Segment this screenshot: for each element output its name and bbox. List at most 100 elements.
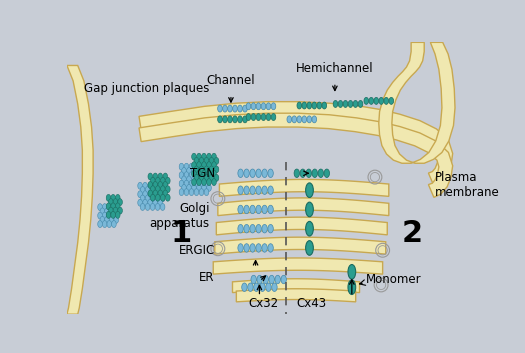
Ellipse shape xyxy=(148,191,152,198)
Ellipse shape xyxy=(199,174,204,181)
Ellipse shape xyxy=(244,244,249,252)
Ellipse shape xyxy=(155,186,160,193)
Text: ERGIC: ERGIC xyxy=(178,244,215,257)
Ellipse shape xyxy=(250,186,255,195)
Ellipse shape xyxy=(379,97,384,104)
Ellipse shape xyxy=(256,103,261,110)
Ellipse shape xyxy=(312,116,317,123)
Ellipse shape xyxy=(268,205,274,214)
Ellipse shape xyxy=(262,169,267,178)
Ellipse shape xyxy=(113,207,118,214)
Ellipse shape xyxy=(163,190,167,197)
Ellipse shape xyxy=(199,189,204,196)
Ellipse shape xyxy=(109,208,114,215)
Ellipse shape xyxy=(218,105,222,112)
Ellipse shape xyxy=(343,101,348,107)
Ellipse shape xyxy=(207,153,211,160)
Text: Cx32: Cx32 xyxy=(248,297,278,310)
Ellipse shape xyxy=(244,225,249,233)
Ellipse shape xyxy=(256,186,261,195)
Ellipse shape xyxy=(194,163,199,170)
Ellipse shape xyxy=(202,162,206,169)
Ellipse shape xyxy=(187,176,191,183)
Ellipse shape xyxy=(155,203,160,210)
Ellipse shape xyxy=(192,179,196,186)
Ellipse shape xyxy=(358,101,363,107)
Ellipse shape xyxy=(113,199,118,205)
Ellipse shape xyxy=(138,182,142,189)
Ellipse shape xyxy=(204,166,209,173)
Ellipse shape xyxy=(228,105,232,112)
Ellipse shape xyxy=(192,184,196,191)
Ellipse shape xyxy=(251,275,256,284)
Ellipse shape xyxy=(207,167,211,174)
Polygon shape xyxy=(379,42,455,163)
Polygon shape xyxy=(139,102,453,186)
Ellipse shape xyxy=(207,176,211,183)
Ellipse shape xyxy=(158,199,162,206)
Ellipse shape xyxy=(179,180,184,187)
Ellipse shape xyxy=(160,195,165,202)
Ellipse shape xyxy=(197,176,201,183)
Ellipse shape xyxy=(209,157,214,164)
Ellipse shape xyxy=(155,177,160,184)
Ellipse shape xyxy=(250,205,255,214)
Ellipse shape xyxy=(192,167,196,174)
Ellipse shape xyxy=(153,199,157,206)
Ellipse shape xyxy=(244,186,249,195)
Ellipse shape xyxy=(223,116,227,123)
Ellipse shape xyxy=(333,101,338,107)
Ellipse shape xyxy=(111,195,116,201)
Ellipse shape xyxy=(161,177,165,184)
Ellipse shape xyxy=(140,186,145,193)
Polygon shape xyxy=(218,198,389,216)
Ellipse shape xyxy=(204,180,209,187)
Ellipse shape xyxy=(197,167,201,174)
Ellipse shape xyxy=(271,103,276,110)
Ellipse shape xyxy=(189,172,194,179)
Ellipse shape xyxy=(266,283,271,292)
Ellipse shape xyxy=(107,212,112,219)
Ellipse shape xyxy=(189,189,194,196)
Polygon shape xyxy=(233,279,360,293)
Polygon shape xyxy=(67,65,93,314)
Ellipse shape xyxy=(262,205,267,214)
Ellipse shape xyxy=(256,244,261,252)
Ellipse shape xyxy=(150,195,155,202)
Ellipse shape xyxy=(140,203,145,210)
Ellipse shape xyxy=(184,180,189,187)
Ellipse shape xyxy=(297,116,301,123)
Text: Monomer: Monomer xyxy=(366,273,422,286)
Ellipse shape xyxy=(199,172,204,179)
Polygon shape xyxy=(139,113,453,197)
Ellipse shape xyxy=(112,221,116,228)
Ellipse shape xyxy=(148,182,152,189)
Ellipse shape xyxy=(250,169,255,178)
Ellipse shape xyxy=(182,167,186,174)
Polygon shape xyxy=(213,258,383,274)
Ellipse shape xyxy=(238,169,243,178)
Ellipse shape xyxy=(207,184,211,191)
Ellipse shape xyxy=(306,202,313,217)
Ellipse shape xyxy=(238,205,243,214)
Ellipse shape xyxy=(197,179,201,186)
Ellipse shape xyxy=(202,179,206,186)
Ellipse shape xyxy=(251,114,256,120)
Ellipse shape xyxy=(187,167,191,174)
Ellipse shape xyxy=(151,194,155,201)
Ellipse shape xyxy=(114,208,119,215)
Ellipse shape xyxy=(218,116,222,123)
Text: Golgi
apparatus: Golgi apparatus xyxy=(149,202,209,229)
Ellipse shape xyxy=(163,173,167,180)
Ellipse shape xyxy=(246,103,251,110)
Ellipse shape xyxy=(312,169,318,178)
Ellipse shape xyxy=(197,170,201,177)
Text: TGN: TGN xyxy=(190,167,215,180)
Ellipse shape xyxy=(250,244,255,252)
Ellipse shape xyxy=(143,182,148,189)
Ellipse shape xyxy=(238,225,243,233)
Ellipse shape xyxy=(312,102,317,109)
Ellipse shape xyxy=(204,189,209,196)
Ellipse shape xyxy=(140,195,145,202)
Ellipse shape xyxy=(155,186,160,193)
